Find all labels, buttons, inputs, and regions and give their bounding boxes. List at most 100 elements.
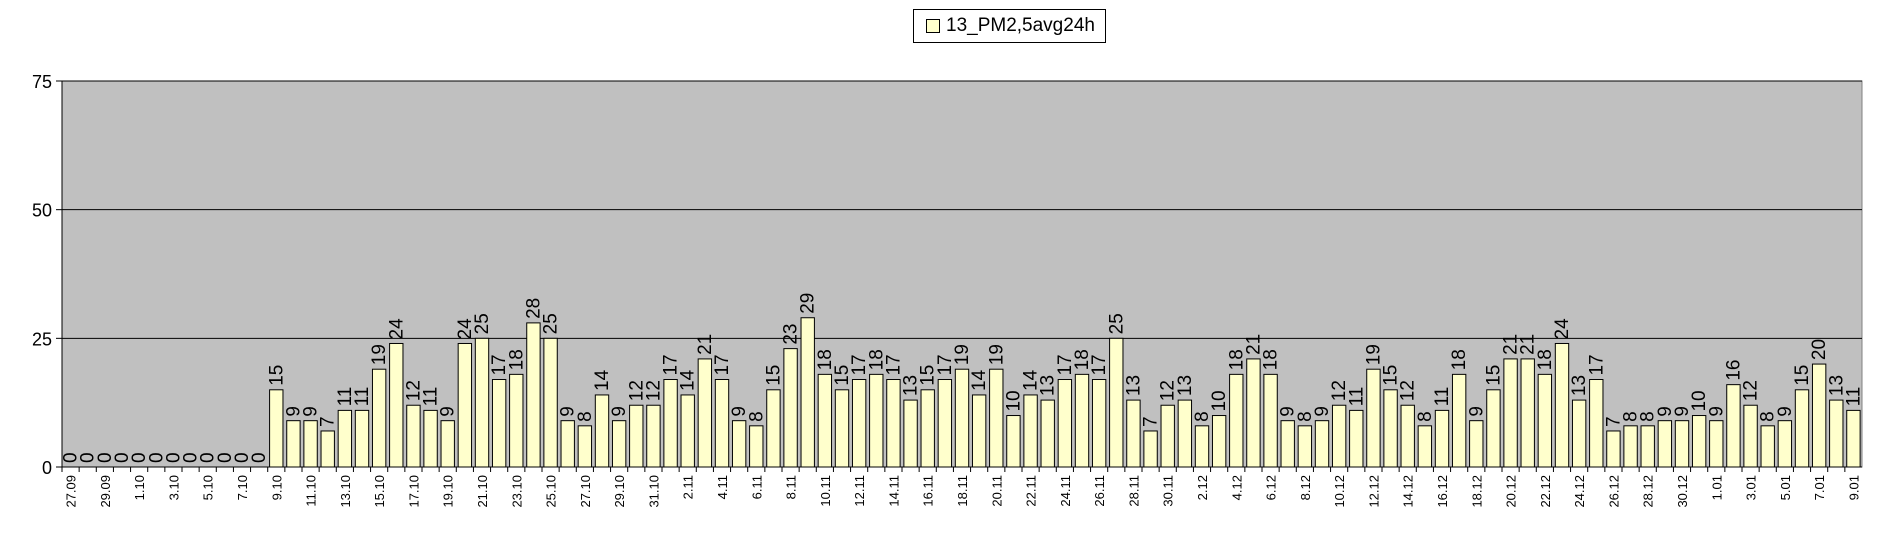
bar-value-label: 9: [283, 406, 304, 417]
bar: [1126, 399, 1141, 468]
bar: [1571, 399, 1587, 468]
bar: [1160, 404, 1175, 468]
x-tick-label: 12.12: [1366, 475, 1381, 508]
bar: [1383, 389, 1398, 468]
bar-value-label: 12: [1158, 380, 1179, 401]
bar-value-label: 9: [1655, 406, 1676, 417]
bar: [286, 420, 301, 468]
bar: [1314, 420, 1330, 468]
bar-value-label: 0: [95, 452, 116, 463]
bar: [1846, 409, 1861, 468]
bar-value-label: 13: [1826, 375, 1847, 396]
x-tick-label: 17.10: [406, 475, 421, 508]
bar-value-label: 0: [215, 452, 236, 463]
bar: [1297, 425, 1313, 468]
bar: [1469, 420, 1484, 468]
x-tick-label: 24.12: [1572, 475, 1587, 508]
bar: [474, 337, 490, 468]
legend-label: 13_PM2,5avg24h: [946, 15, 1095, 36]
bar-value-label: 9: [1775, 406, 1796, 417]
bar: [1246, 358, 1261, 468]
bar-value-label: 12: [1329, 380, 1350, 401]
bar: [371, 368, 387, 468]
x-tick-label: 27.10: [578, 475, 593, 508]
bar-value-label: 0: [129, 452, 150, 463]
bar-value-label: 9: [1706, 406, 1727, 417]
bar-value-label: 18: [866, 349, 887, 370]
bar-value-label: 8: [1638, 411, 1659, 422]
bar-value-label: 21: [1243, 334, 1264, 355]
bar-value-label: 19: [369, 344, 390, 365]
bar: [1451, 373, 1467, 468]
bar: [749, 425, 764, 468]
bar-value-label: 7: [1603, 416, 1624, 427]
bar-value-label: 14: [678, 369, 699, 391]
bar: [1760, 425, 1775, 468]
bar-value-label: 13: [1123, 375, 1144, 396]
bar: [491, 379, 507, 468]
bar-value-label: 9: [301, 406, 322, 417]
bar: [1691, 415, 1707, 468]
bar: [766, 389, 781, 468]
bar-value-label: 15: [832, 365, 853, 386]
x-tick-label: 1.10: [132, 475, 147, 500]
y-tick-label: 0: [42, 458, 52, 478]
bar-value-label: 0: [146, 452, 167, 463]
bar: [851, 379, 867, 468]
bar-value-label: 9: [1312, 406, 1333, 417]
x-tick-label: 5.10: [201, 475, 216, 500]
bar: [783, 348, 798, 468]
bar: [937, 379, 953, 468]
bar-value-label: 0: [112, 452, 133, 463]
bar: [817, 373, 833, 468]
x-tick-label: 14.11: [886, 475, 901, 507]
bar: [1400, 404, 1415, 468]
x-tick-label: 12.11: [852, 475, 867, 507]
x-tick-label: 6.11: [749, 475, 764, 499]
bar-value-label: 0: [163, 452, 184, 463]
bar: [1674, 420, 1690, 468]
y-tick-label: 75: [32, 72, 52, 92]
bar-value-label: 0: [61, 452, 82, 463]
bar-value-label: 29: [798, 293, 819, 314]
bar-labels: 0000000000001599711111924121192425171828…: [61, 293, 1865, 463]
x-tick-label: 9.01: [1846, 475, 1861, 500]
bar-value-label: 9: [609, 406, 630, 417]
bar-value-label: 13: [1038, 375, 1059, 396]
bar-value-label: 11: [1432, 387, 1453, 407]
x-tick-label: 25.10: [544, 475, 559, 508]
x-tick-label: 28.12: [1641, 475, 1656, 508]
legend: 13_PM2,5avg24h: [913, 9, 1106, 43]
bar: [1143, 430, 1158, 468]
bar: [646, 404, 661, 468]
x-tick-label: 2.12: [1195, 475, 1210, 500]
bar: [577, 425, 593, 468]
bar-value-label: 13: [1569, 375, 1590, 396]
bar-value-label: 8: [1295, 411, 1316, 422]
bar-value-label: 24: [386, 318, 407, 340]
x-tick-label: 3.10: [166, 475, 181, 500]
bar-value-label: 11: [335, 387, 356, 407]
bar: [1280, 420, 1295, 468]
bar-value-label: 7: [318, 416, 339, 427]
bar: [337, 409, 353, 468]
bar: [389, 342, 404, 468]
bar: [440, 420, 455, 468]
y-axis: 0 25 50 75: [32, 72, 63, 478]
x-tick-label: 4.12: [1229, 475, 1244, 500]
bar-value-label: 13: [1175, 375, 1196, 396]
bar-value-label: 10: [1209, 390, 1230, 411]
x-tick-label: 29.09: [98, 475, 113, 508]
bar: [1434, 409, 1450, 468]
bar-value-label: 14: [969, 369, 990, 391]
x-tick-label: 27.09: [64, 475, 79, 508]
bar-value-label: 0: [249, 452, 270, 463]
bar-value-label: 20: [1809, 339, 1830, 360]
bar-value-label: 17: [1586, 354, 1607, 375]
bar-value-label: 14: [1021, 369, 1042, 391]
bar: [731, 420, 747, 468]
x-tick-label: 19.10: [441, 475, 456, 508]
x-tick-label: 22.11: [1024, 475, 1039, 507]
bar: [1503, 358, 1518, 468]
bar-value-label: 11: [352, 387, 373, 407]
